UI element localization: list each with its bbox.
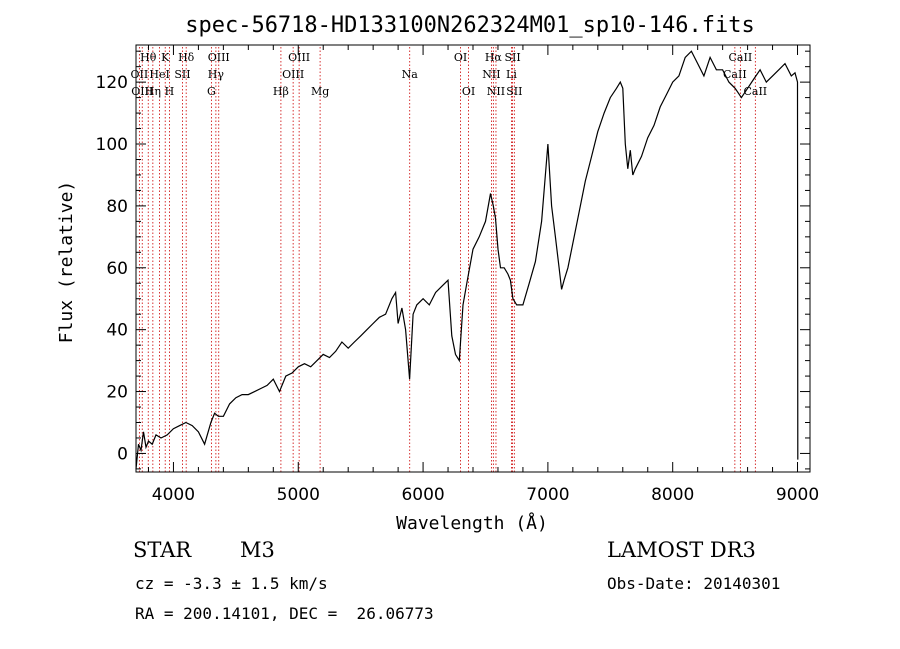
x-tick-label-6000: 6000 [401,485,444,505]
line-label-25: CaII [729,51,753,64]
y-tick-label-60: 60 [106,259,128,279]
x-tick-label-7000: 7000 [526,485,569,505]
line-label-10: Hγ [208,68,225,81]
x-tick-label-4000: 4000 [152,485,195,505]
line-label-4: HeI [149,68,169,81]
line-label-7: SII [174,68,190,81]
x-tick-label-8000: 8000 [651,485,694,505]
line-label-27: CaII [743,85,767,98]
y-tick-label-40: 40 [106,321,128,341]
coordinates-readout: RA = 200.14101, DEC = 26.06773 [135,604,434,623]
survey-name: LAMOST DR3 [607,538,756,562]
line-label-13: OIII [282,68,304,81]
y-tick-label-120: 120 [96,73,128,93]
line-label-12: OIII [288,51,310,64]
spectral-line-labels: Hθ OII OIII K HeI Hη Hδ SII H OIII Hγ G OIII OIII Hβ Mg… [131,51,768,98]
line-label-1: OII [131,68,149,81]
redshift-readout: cz = -3.3 ± 1.5 km/s [135,574,328,593]
chart-title: spec-56718-HD133100N262324M01_sp10-146.f… [185,13,755,38]
object-subclass: M3 [240,538,275,562]
line-label-14: Hβ [273,85,289,98]
line-label-0: Hθ [140,51,157,64]
x-tick-label-9000: 9000 [776,485,819,505]
line-label-16: Na [402,68,419,81]
y-tick-label-80: 80 [106,197,128,217]
line-label-18: OI [462,85,475,98]
y-tick-label-20: 20 [106,383,128,403]
x-tick-label-5000: 5000 [277,485,320,505]
line-label-22: SII [504,51,520,64]
line-label-9: OIII [208,51,230,64]
spectrum-line [135,50,799,469]
line-label-11: G [207,85,216,98]
x-axis-label: Wavelength (Å) [396,512,548,534]
axis-ticks: 4000 5000 6000 7000 8000 9000 0 20 40 60 80 100 120 [96,45,819,505]
line-label-19: Hα [485,51,503,64]
line-label-15: Mg [311,85,329,98]
line-label-6: Hδ [178,51,195,64]
y-tick-label-0: 0 [117,444,128,464]
object-class: STAR [133,538,192,562]
observation-date: Obs-Date: 20140301 [607,574,781,593]
line-label-2: OIII [131,85,153,98]
spectral-line-markers [138,47,756,472]
line-label-3: K [161,51,170,64]
line-label-23: Li [506,68,517,81]
line-label-5: Hη [145,85,161,98]
y-tick-label-100: 100 [96,135,128,155]
line-label-17: OI [454,51,467,64]
plot-frame [135,44,811,473]
line-label-21: NII [487,85,505,98]
line-label-26: CaII [723,68,747,81]
line-label-24: SII [506,85,522,98]
line-label-8: H [165,85,175,98]
y-axis-label: Flux (relative) [56,181,77,344]
line-label-20: NII [482,68,500,81]
